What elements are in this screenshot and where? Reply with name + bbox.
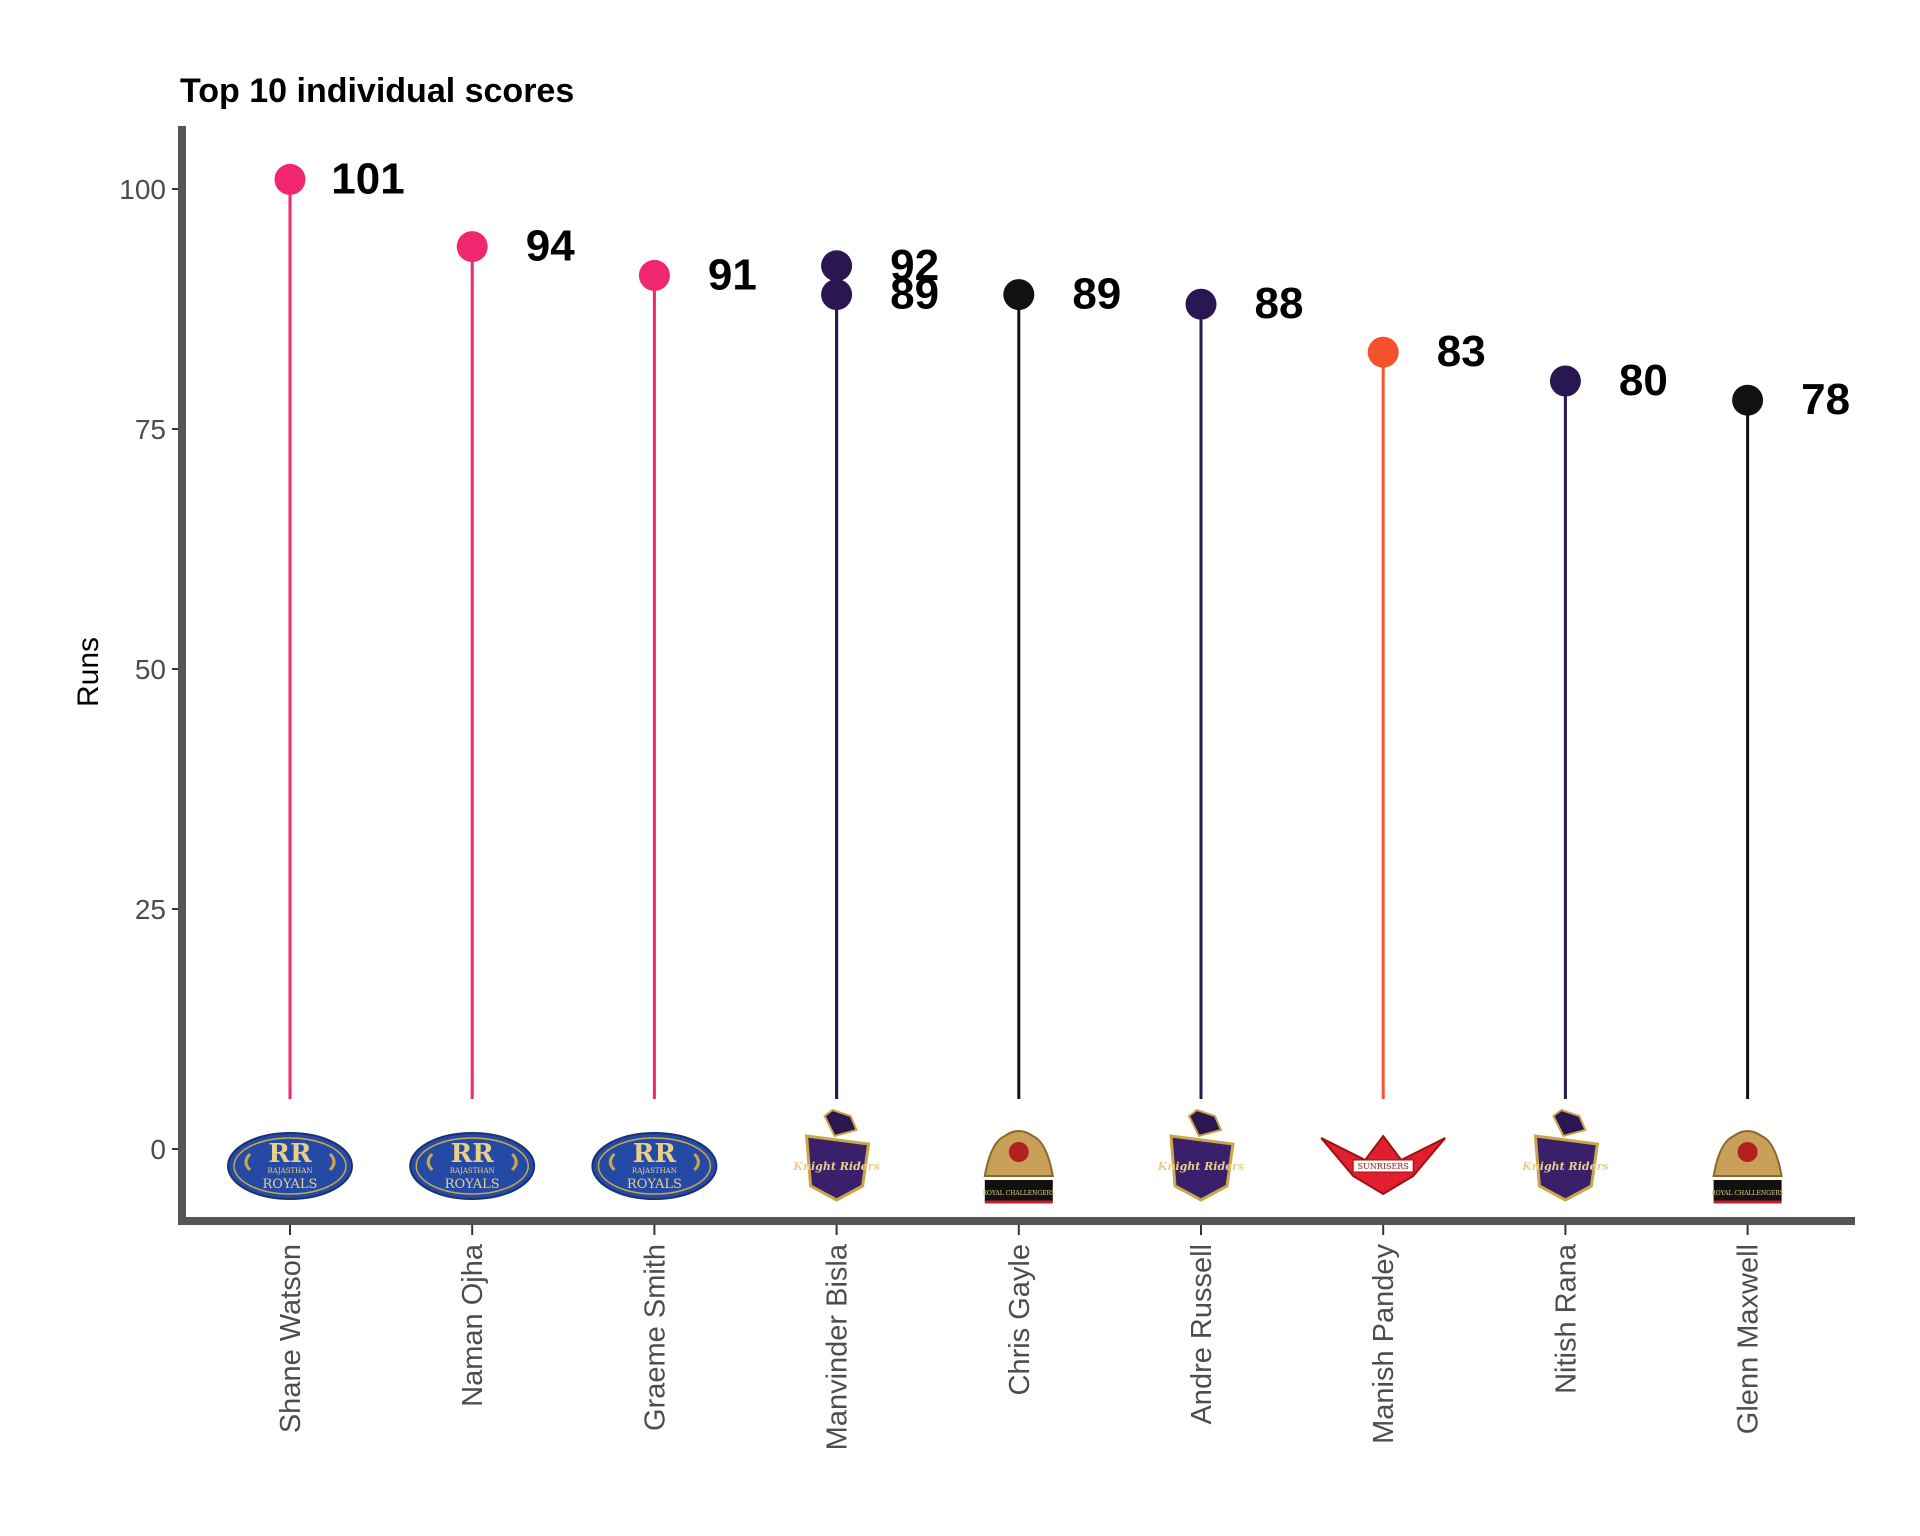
chart-title: Top 10 individual scores	[180, 72, 574, 110]
lollipop-point	[1549, 365, 1581, 397]
y-tick-label: 0	[150, 1134, 166, 1165]
x-tick-label: Graeme Smith	[639, 1244, 671, 1431]
x-tick-label: Manish Pandey	[1368, 1244, 1400, 1444]
logo-text: ROYAL CHALLENGERS	[1711, 1190, 1784, 1197]
logo-text: ROYALS	[445, 1177, 500, 1192]
logo-monogram: RR	[268, 1139, 312, 1169]
logo-subtext: RAJASTHAN	[632, 1167, 677, 1175]
x-tick-label: Naman Ojha	[457, 1243, 489, 1407]
data-label: 94	[526, 222, 575, 271]
data-label: 91	[708, 250, 757, 299]
lollipop-point	[274, 163, 306, 195]
logo-text: SUNRISERS	[1358, 1162, 1409, 1171]
y-tick-label: 100	[119, 174, 166, 205]
y-tick-label: 25	[135, 894, 166, 925]
logo-text: ROYALS	[627, 1177, 682, 1192]
data-label: 80	[1619, 356, 1668, 405]
knight-riders-logo: Knight Riders	[1157, 1108, 1244, 1202]
lollipop-point	[1732, 384, 1764, 416]
royal-challengers-logo: ROYAL CHALLENGERS	[1711, 1130, 1784, 1204]
logo-monogram: RR	[451, 1139, 495, 1169]
knight-riders-logo: Knight Riders	[1521, 1108, 1609, 1202]
team-logos: RRRAJASTHANROYALSRRRAJASTHANROYALSRRRAJA…	[227, 1108, 1784, 1204]
data-label: 83	[1437, 327, 1486, 376]
sunrisers-logo: SUNRISERS	[1320, 1134, 1446, 1196]
data-label: 89	[890, 270, 939, 319]
x-tick-label: Manvinder Bisla	[822, 1243, 854, 1450]
logo-text: ROYAL CHALLENGERS	[982, 1190, 1055, 1197]
logo-text: Knight Riders	[792, 1160, 879, 1173]
lollipop-point	[1367, 336, 1399, 368]
x-tick-label: Chris Gayle	[1004, 1244, 1036, 1396]
x-axis-ticks: Shane Watson Naman Ojha Graeme Smith Manvin…	[275, 1225, 1765, 1450]
lollipop-points	[274, 163, 1764, 416]
lollipop-point	[821, 279, 853, 311]
logo-subtext: RAJASTHAN	[450, 1167, 495, 1175]
data-label: 101	[331, 154, 404, 203]
logo-text: Knight Riders	[1157, 1160, 1244, 1173]
y-axis-ticks: 0 25 50 75 100	[119, 174, 182, 1165]
lollipop-point	[456, 231, 488, 263]
lollipop-stems	[288, 179, 1750, 1099]
logo-subtext: RAJASTHAN	[268, 1167, 313, 1175]
y-axis-label: Runs	[72, 637, 105, 707]
logo-text: ROYALS	[263, 1177, 318, 1192]
logo-text: Knight Riders	[1521, 1160, 1608, 1173]
lollipop-point	[1185, 288, 1217, 320]
x-tick-label: Shane Watson	[275, 1244, 307, 1433]
lollipop-point	[1003, 279, 1035, 311]
logo-monogram: RR	[633, 1139, 677, 1169]
x-tick-label: Andre Russell	[1186, 1244, 1218, 1425]
lollipop-point	[638, 259, 670, 291]
data-label: 92	[890, 241, 939, 290]
data-label: 78	[1801, 375, 1850, 424]
royal-challengers-logo: ROYAL CHALLENGERS	[982, 1130, 1055, 1204]
y-tick-label: 75	[135, 414, 166, 445]
x-tick-label: Nitish Rana	[1550, 1243, 1582, 1394]
y-tick-label: 50	[135, 654, 166, 685]
x-tick-label: Glenn Maxwell	[1733, 1244, 1765, 1434]
data-label: 89	[1072, 270, 1121, 319]
knight-riders-logo: Knight Riders	[792, 1108, 880, 1202]
data-label: 88	[1255, 279, 1304, 328]
lollipop-point	[821, 250, 853, 282]
